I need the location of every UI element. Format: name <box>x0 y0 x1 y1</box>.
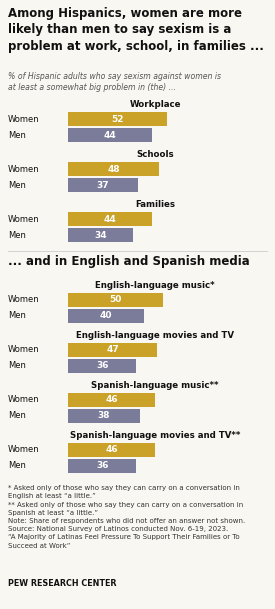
Bar <box>68 409 140 423</box>
Text: Spanish-language movies and TV**: Spanish-language movies and TV** <box>70 431 240 440</box>
Text: English-language movies and TV: English-language movies and TV <box>76 331 234 340</box>
Text: Among Hispanics, women are more
likely than men to say sexism is a
problem at wo: Among Hispanics, women are more likely t… <box>8 7 264 53</box>
Text: 47: 47 <box>106 345 119 354</box>
Text: Women: Women <box>8 164 40 174</box>
Text: 38: 38 <box>98 412 110 420</box>
Bar <box>68 393 155 407</box>
Text: Families: Families <box>135 200 175 209</box>
Text: Women: Women <box>8 295 40 304</box>
Text: Spanish-language music**: Spanish-language music** <box>91 381 219 390</box>
Text: 44: 44 <box>103 130 116 139</box>
Text: Women: Women <box>8 446 40 454</box>
Text: Women: Women <box>8 214 40 224</box>
Bar <box>68 343 157 357</box>
Text: Women: Women <box>8 114 40 124</box>
Text: Men: Men <box>8 462 26 471</box>
Bar <box>68 309 144 323</box>
Bar <box>68 212 152 226</box>
Text: 40: 40 <box>100 311 112 320</box>
Text: 52: 52 <box>111 114 124 124</box>
Text: % of Hispanic adults who say sexism against women is
at least a somewhat big pro: % of Hispanic adults who say sexism agai… <box>8 72 221 92</box>
Text: Women: Women <box>8 395 40 404</box>
Bar <box>68 359 136 373</box>
Bar <box>68 128 152 142</box>
Text: Men: Men <box>8 130 26 139</box>
Bar <box>68 443 155 457</box>
Text: ... and in English and Spanish media: ... and in English and Spanish media <box>8 255 250 268</box>
Bar <box>68 459 136 473</box>
Text: 48: 48 <box>107 164 120 174</box>
Text: 36: 36 <box>96 462 108 471</box>
Text: 36: 36 <box>96 362 108 370</box>
Text: * Asked only of those who say they can carry on a conversation in
English at lea: * Asked only of those who say they can c… <box>8 485 245 549</box>
Text: Men: Men <box>8 230 26 239</box>
Text: Men: Men <box>8 311 26 320</box>
Text: 34: 34 <box>94 230 107 239</box>
Text: 37: 37 <box>97 180 109 189</box>
Text: 46: 46 <box>105 446 118 454</box>
Text: Men: Men <box>8 362 26 370</box>
Bar <box>68 293 163 307</box>
Text: PEW RESEARCH CENTER: PEW RESEARCH CENTER <box>8 579 117 588</box>
Text: Women: Women <box>8 345 40 354</box>
Bar <box>68 178 138 192</box>
Bar <box>68 112 167 126</box>
Text: Men: Men <box>8 180 26 189</box>
Bar <box>68 162 159 176</box>
Text: Schools: Schools <box>136 150 174 159</box>
Text: 46: 46 <box>105 395 118 404</box>
Text: Workplace: Workplace <box>129 100 181 109</box>
Text: Men: Men <box>8 412 26 420</box>
Text: 44: 44 <box>103 214 116 224</box>
Bar <box>68 228 133 242</box>
Text: English-language music*: English-language music* <box>95 281 215 290</box>
Text: 50: 50 <box>109 295 122 304</box>
